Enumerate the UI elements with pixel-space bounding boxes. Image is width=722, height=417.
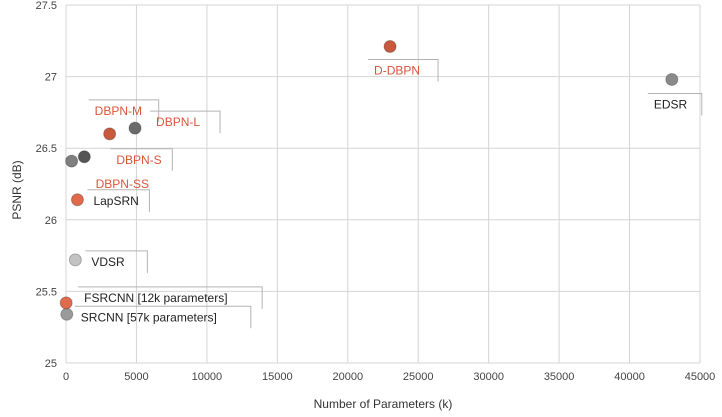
point-label: SRCNN [57k parameters] (81, 310, 217, 324)
data-point (103, 127, 117, 141)
x-tick-label: 30000 (473, 371, 504, 383)
x-tick-label: 5000 (124, 371, 148, 383)
x-tick-label: 20000 (332, 371, 363, 383)
point-label: VDSR (91, 255, 125, 269)
data-point (665, 72, 679, 86)
callout-bracket (78, 286, 263, 309)
y-tick-label: 27 (45, 72, 57, 84)
point-label: D-DBPN (374, 64, 420, 78)
data-point (383, 40, 397, 54)
data-point (59, 296, 73, 310)
x-tick-label: 40000 (614, 371, 645, 383)
callout-bracket (368, 59, 439, 82)
x-tick-label: 10000 (192, 371, 223, 383)
callout-bracket (88, 99, 160, 122)
callout-bracket (85, 250, 148, 273)
point-label: DBPN-SS (96, 177, 149, 191)
callout-bracket (74, 305, 252, 329)
tick-labels: 0 5000 10000 15000 20000 25000 30000 35000 40000… (36, 0, 716, 383)
point-label: FSRCNN [12k parameters] (84, 291, 227, 305)
data-point (128, 121, 142, 135)
y-tick-label: 26.5 (36, 143, 57, 155)
point-label: EDSR (654, 97, 688, 111)
y-tick-label: 25.5 (36, 286, 57, 298)
point-label: DBPN-L (156, 115, 200, 129)
x-tick-label: 45000 (685, 371, 716, 383)
y-tick-label: 25 (45, 358, 57, 370)
callouts (74, 59, 703, 329)
data-point (70, 193, 84, 207)
data-point (77, 150, 91, 164)
data-point (60, 307, 74, 321)
points (59, 40, 679, 321)
y-axis-title: PSNR (dB) (10, 160, 24, 219)
point-label: DBPN-M (95, 104, 142, 118)
point-labels: SRCNN [57k parameters] FSRCNN [12k parame… (81, 64, 688, 325)
point-label: LapSRN (93, 194, 138, 208)
data-point (65, 154, 79, 168)
callout-bracket (647, 92, 703, 116)
callout-bracket (87, 189, 150, 212)
callout-bracket (110, 148, 173, 171)
data-point (68, 253, 82, 267)
grid (65, 4, 701, 364)
x-axis-title: Number of Parameters (k) (314, 397, 453, 411)
x-tick-label: 15000 (262, 371, 293, 383)
y-tick-label: 26 (45, 215, 57, 227)
point-label: DBPN-S (116, 153, 161, 167)
x-tick-label: 35000 (544, 371, 575, 383)
x-tick-label: 0 (63, 371, 69, 383)
callout-bracket (150, 110, 221, 134)
x-tick-label: 25000 (403, 371, 434, 383)
y-tick-label: 27.5 (36, 0, 57, 12)
